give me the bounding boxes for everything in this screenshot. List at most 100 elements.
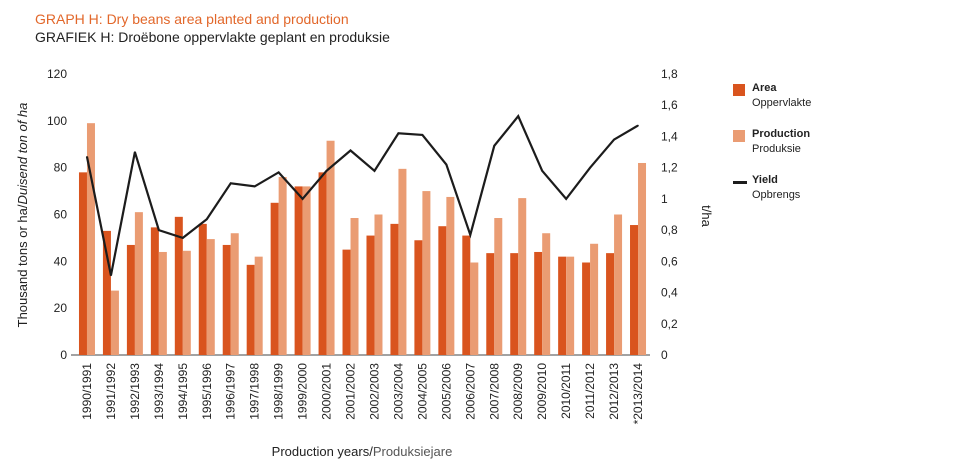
y-left-tick-label: 40 [54, 254, 68, 268]
x-tick-label: 2004/2005 [415, 363, 429, 420]
yield-point [397, 132, 400, 135]
yield-point [589, 166, 591, 169]
y-left-label-en: Thousand tons or ha/ [15, 204, 30, 327]
x-tick-label: 2000/2001 [320, 363, 334, 420]
x-axis-label: Production years/Produksiejare [272, 444, 453, 459]
yield-point [86, 155, 88, 158]
x-label-en: Production years/ [272, 444, 374, 459]
y-left-label-af: Duisend ton of ha [15, 103, 30, 205]
x-tick-label: 2005/2006 [439, 363, 453, 420]
y-right-tick-label: 0,8 [661, 223, 678, 237]
y-right-tick-label: 1,6 [661, 98, 678, 112]
bar-area [438, 226, 447, 355]
bar-production [518, 198, 527, 355]
bar-area [198, 223, 207, 355]
x-tick-label: 2006/2007 [463, 363, 477, 420]
y-right-axis-label: t/ha [699, 205, 714, 227]
x-tick-label: 1995/1996 [200, 363, 214, 420]
x-tick-label: 2007/2008 [487, 363, 501, 420]
yield-point [373, 169, 376, 172]
bar-production [350, 218, 359, 355]
yield-point [349, 149, 352, 152]
yield-point [565, 198, 567, 200]
bar-production [398, 168, 407, 355]
title-block: GRAPH H: Dry beans area planted and prod… [35, 10, 390, 46]
bar-area [78, 172, 87, 355]
bar-area [462, 235, 471, 355]
x-tick-label: 1992/1993 [128, 363, 142, 420]
yield-point [253, 185, 256, 188]
yield-point [493, 145, 496, 147]
bar-area [294, 186, 303, 355]
yield-point [541, 169, 543, 172]
y-right-tick-label: 0,6 [661, 254, 678, 268]
bar-production [614, 214, 623, 355]
legend-label-yield: Yield [752, 174, 778, 186]
bar-area [246, 264, 255, 355]
bar-production [542, 233, 551, 355]
bar-production [134, 212, 143, 355]
bar-area [486, 253, 495, 355]
yield-point [134, 151, 136, 153]
x-tick-label: 2009/2010 [535, 363, 549, 420]
bar-production [182, 250, 191, 355]
x-tick-label: 2002/2003 [367, 363, 381, 420]
x-label-af: Produksiejare [373, 444, 453, 459]
bar-area [606, 253, 615, 355]
y-left-tick-label: 80 [54, 161, 68, 175]
legend-swatch-yield [733, 181, 747, 184]
y-left-tick-label: 0 [60, 348, 67, 362]
bar-area [390, 223, 399, 355]
x-tick-label: 1999/2000 [296, 363, 310, 420]
bar-production [302, 186, 311, 355]
bar-production [494, 218, 503, 355]
bar-area [414, 240, 423, 355]
bar-production [206, 239, 215, 355]
bar-area [630, 225, 639, 355]
x-tick-label: *2013/2014 [631, 363, 645, 425]
bar-area [342, 249, 351, 355]
y-right-tick-label: 1 [661, 192, 668, 206]
bar-area [222, 244, 231, 355]
chart-title: GRAPH H: Dry beans area planted and prod… [35, 11, 349, 27]
legend-label-production-af: Produksie [752, 143, 801, 155]
bar-production [86, 123, 95, 355]
y-left-tick-label: 100 [47, 114, 67, 128]
bar-production [422, 191, 431, 355]
yield-point [445, 163, 448, 166]
bar-production [278, 177, 287, 355]
y-right-tick-label: 0 [661, 348, 668, 362]
y-left-tick-label: 120 [47, 67, 67, 81]
yield-point [182, 237, 184, 239]
yield-point [613, 138, 615, 141]
bar-area [582, 262, 591, 355]
y-right-tick-label: 0,4 [661, 286, 678, 300]
bar-area [534, 251, 543, 355]
yield-line [85, 114, 639, 276]
yield-point [229, 182, 232, 185]
legend-label-production: Production [752, 128, 811, 140]
bar-area [126, 244, 135, 355]
legend-swatch-area [733, 84, 745, 96]
x-tick-label: 1994/1995 [176, 363, 190, 420]
bar-production [638, 162, 647, 355]
bar-area [174, 216, 183, 355]
bar-area [558, 256, 567, 355]
legend-label-area: Area [752, 82, 777, 94]
x-tick-label: 1997/1998 [248, 363, 262, 420]
x-tick-label: 2001/2002 [344, 363, 358, 420]
x-tick-label: 2012/2013 [607, 363, 621, 420]
bar-area [366, 235, 375, 355]
yield-point [517, 115, 520, 117]
x-tick-label: 2011/2012 [583, 363, 597, 419]
yield-point [301, 198, 304, 200]
yield-point [110, 274, 112, 277]
x-tick-label: 1998/1999 [272, 363, 286, 420]
bar-production [158, 251, 167, 355]
yield-point [469, 233, 472, 236]
yield-point [205, 218, 208, 220]
legend-label-yield-af: Opbrengs [752, 189, 801, 201]
bar-production [254, 256, 263, 355]
yield-point [325, 169, 328, 172]
bar-production [590, 243, 599, 355]
